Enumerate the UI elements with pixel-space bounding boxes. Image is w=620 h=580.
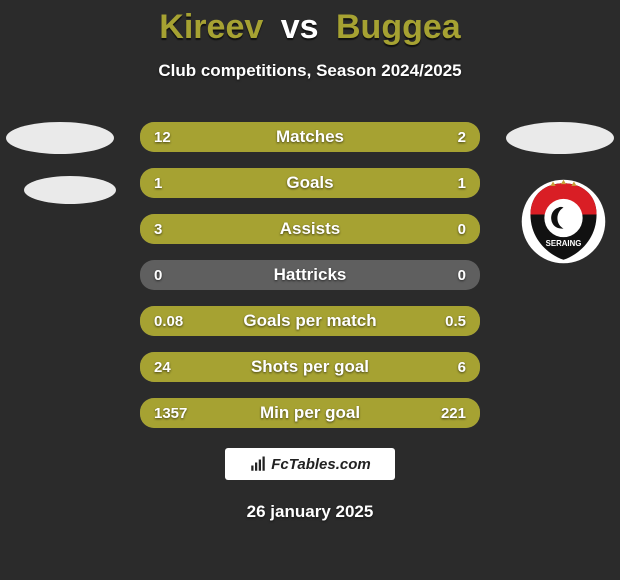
stat-value-left: 3 [154,214,162,244]
title-vs: vs [281,8,319,46]
stat-row: Assists3 0 [140,214,480,244]
club-crest-icon: SERAING [520,178,607,265]
stat-value-left: 1 [154,168,162,198]
watermark: FcTables.com [225,448,395,480]
stats-table: Matches122Goals11Assists30Hattricks00Goa… [140,122,480,444]
stat-value-right: 2 [458,122,466,152]
stat-value-right: 0 [458,260,466,290]
stat-row: Goals1 1 [140,168,480,198]
stat-row: Matches12 2 [140,122,480,152]
snapshot-date: 26 january 2025 [0,502,620,522]
stat-value-left: 24 [154,352,171,382]
player1-badge-placeholder-1 [6,122,114,154]
player1-name: Kireev [159,8,263,46]
stat-label: Shots per goal [140,352,480,382]
crest-banner-text: SERAING [546,239,582,248]
stat-value-right: 0 [458,214,466,244]
stat-row: Hattricks0 0 [140,260,480,290]
stat-value-left: 12 [154,122,171,152]
player2-name: Buggea [336,8,461,46]
subtitle: Club competitions, Season 2024/2025 [0,61,620,81]
stat-label: Assists [140,214,480,244]
stat-value-left: 0.08 [154,306,183,336]
stat-row: Min per goal1357 221 [140,398,480,428]
stat-label: Matches [140,122,480,152]
stat-value-left: 1357 [154,398,187,428]
stat-value-right: 1 [458,168,466,198]
stat-label: Goals per match [140,306,480,336]
stat-label: Min per goal [140,398,480,428]
stat-label: Goals [140,168,480,198]
stat-row: Goals per match0.08 0.5 [140,306,480,336]
comparison-title: Kireev vs Buggea [0,0,620,47]
stat-value-left: 0 [154,260,162,290]
stat-value-right: 6 [458,352,466,382]
watermark-text: FcTables.com [271,456,370,473]
player2-badge-placeholder [506,122,614,154]
stat-label: Hattricks [140,260,480,290]
stat-value-right: 0.5 [445,306,466,336]
chart-icon [249,455,267,473]
stat-value-right: 221 [441,398,466,428]
player1-badge-placeholder-2 [24,176,116,204]
stat-row: Shots per goal24 6 [140,352,480,382]
